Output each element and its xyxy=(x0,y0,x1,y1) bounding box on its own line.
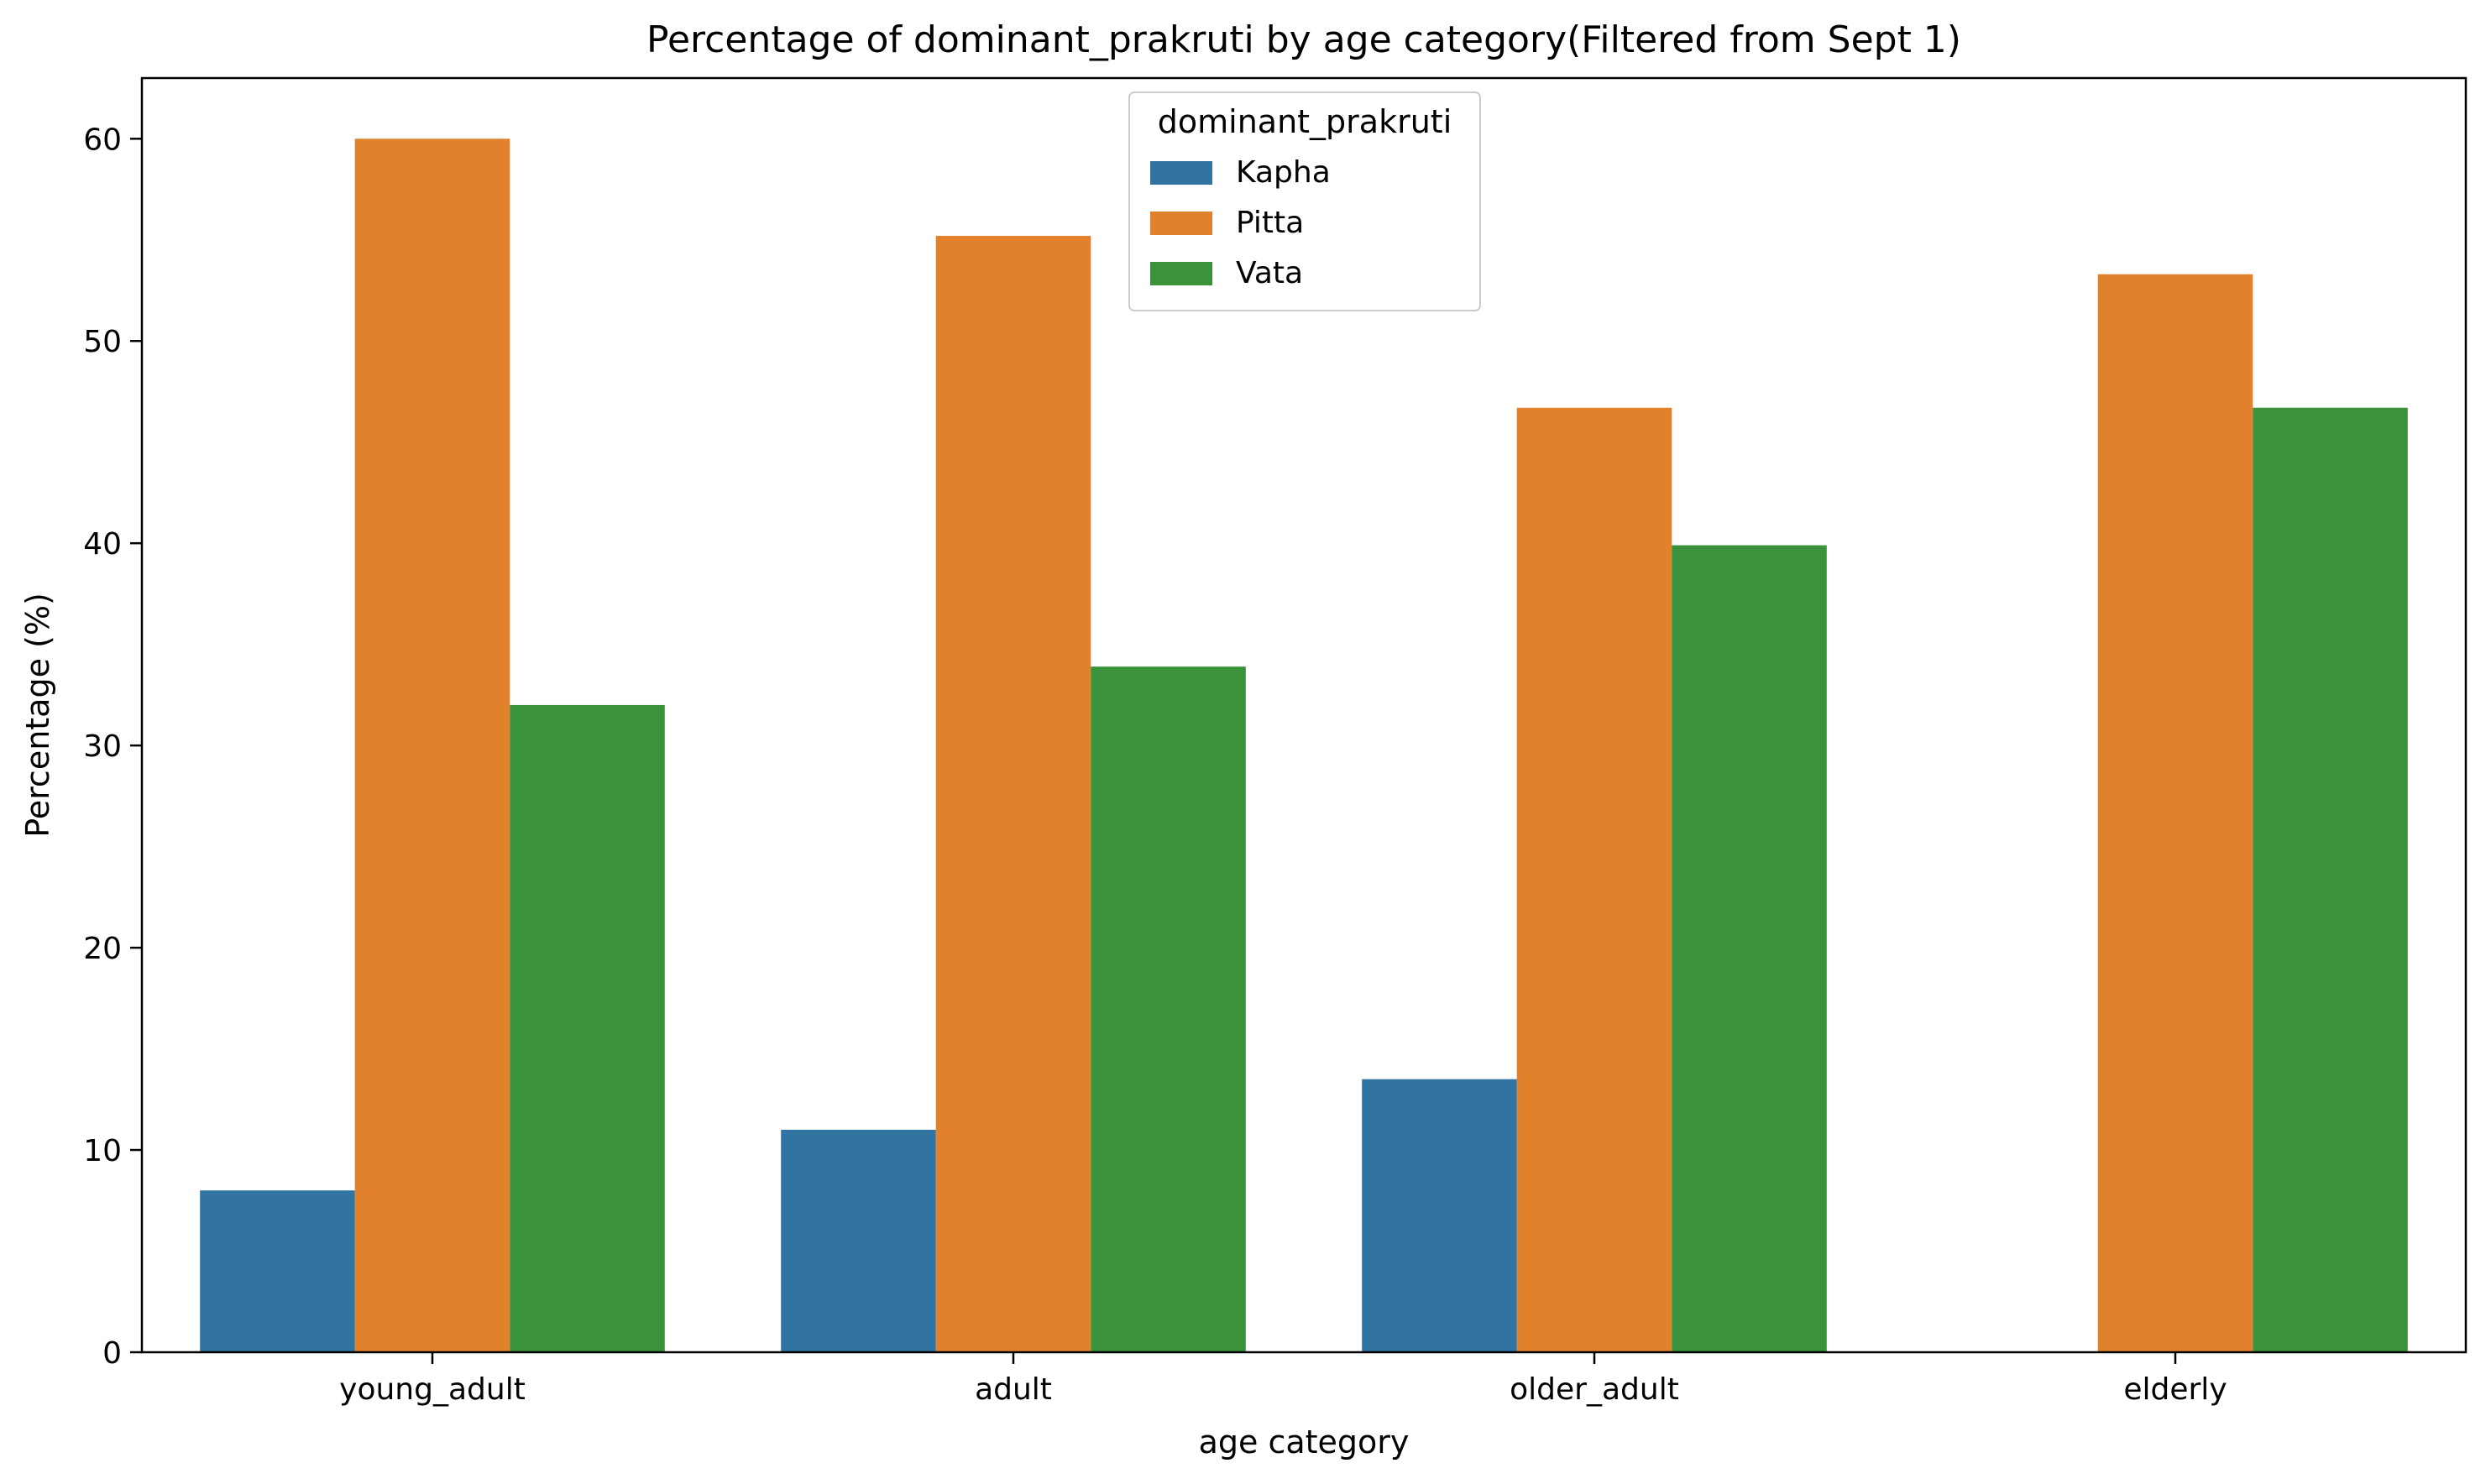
y-axis: 0 10 20 30 40 50 60 xyxy=(83,123,142,1371)
y-tick-label: 0 xyxy=(102,1336,122,1371)
y-tick-label: 60 xyxy=(83,123,122,157)
bar-vata-older_adult xyxy=(1672,545,1827,1352)
legend-label-pitta: Pitta xyxy=(1236,206,1304,240)
x-tick-label-adult: adult xyxy=(975,1372,1052,1407)
x-axis: young_adult adult older_adult elderly xyxy=(339,1352,2227,1407)
x-tick-label-older_adult: older_adult xyxy=(1510,1372,1679,1407)
bar-kapha-older_adult xyxy=(1362,1079,1517,1352)
bar-vata-adult xyxy=(1091,666,1246,1352)
bar-pitta-young_adult xyxy=(354,138,510,1352)
y-axis-label: Percentage (%) xyxy=(19,593,56,838)
chart-title: Percentage of dominant_prakruti by age c… xyxy=(646,18,1961,61)
x-axis-label: age category xyxy=(1199,1424,1410,1460)
bar-pitta-elderly xyxy=(2097,274,2253,1352)
bar-kapha-adult xyxy=(781,1129,936,1352)
y-tick-label: 20 xyxy=(83,932,122,966)
legend-swatch-vata xyxy=(1150,262,1212,285)
legend-title: dominant_prakruti xyxy=(1158,103,1452,140)
legend-items: Kapha Pitta Vata xyxy=(1150,155,1331,290)
y-tick-label: 50 xyxy=(83,325,122,359)
legend-swatch-kapha xyxy=(1150,161,1212,185)
x-tick-label-elderly: elderly xyxy=(2123,1372,2227,1407)
y-tick-label: 10 xyxy=(83,1134,122,1168)
legend: dominant_prakruti Kapha Pitta Vata xyxy=(1128,91,1481,311)
bars-layer xyxy=(200,138,2408,1352)
bar-pitta-adult xyxy=(935,235,1091,1352)
y-tick-label: 30 xyxy=(83,729,122,764)
bar-vata-elderly xyxy=(2253,407,2408,1352)
x-tick-label-young_adult: young_adult xyxy=(339,1372,526,1407)
bar-pitta-older_adult xyxy=(1516,407,1672,1352)
bar-vata-young_adult xyxy=(510,704,665,1352)
legend-frame xyxy=(1128,91,1481,311)
legend-swatch-pitta xyxy=(1150,212,1212,235)
legend-label-kapha: Kapha xyxy=(1236,155,1331,190)
legend-label-vata: Vata xyxy=(1236,256,1303,290)
plot-frame xyxy=(140,76,2467,1354)
bar-kapha-young_adult xyxy=(200,1190,355,1352)
y-tick-label: 40 xyxy=(83,527,122,562)
